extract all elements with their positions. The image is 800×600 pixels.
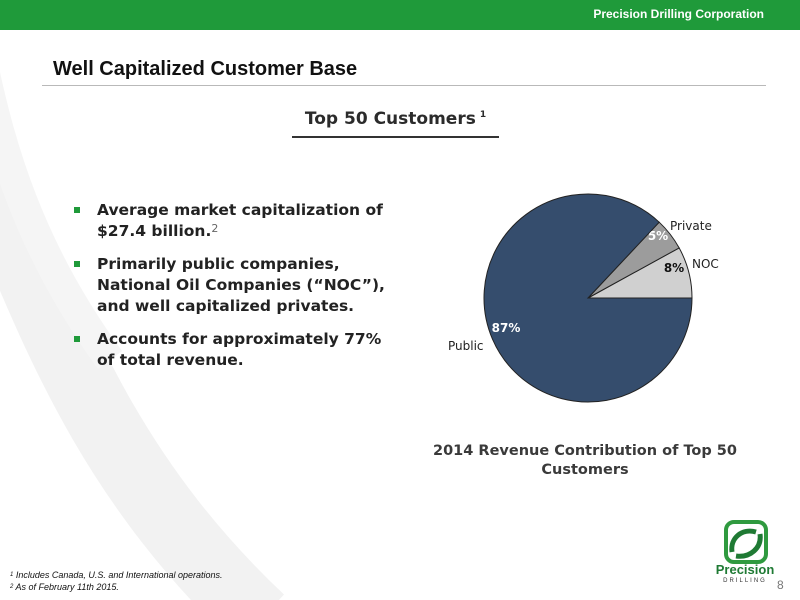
bullet-item: Average market capitalization of $27.4 b… (74, 200, 404, 242)
footnote-text: As of February 11th 2015. (15, 582, 119, 592)
pie-category-label-public: Public (448, 339, 484, 353)
chart-caption: 2014 Revenue Contribution of Top 50 Cust… (433, 443, 737, 478)
pie-category-label-private: Private (670, 219, 712, 233)
footnote-2: 2 As of February 11th 2015. (10, 581, 223, 593)
background-swoosh (0, 72, 285, 600)
pie-chart-svg: 8% NOC 5%Private 87% Public (448, 193, 719, 403)
footnotes: 1 Includes Canada, U.S. and Internationa… (10, 569, 223, 593)
logo-wordmark: Precision (715, 562, 775, 577)
footnote-marker: 2 (10, 584, 14, 590)
bullet-item: Primarily public companies, National Oil… (74, 254, 404, 317)
bullet-footnote-ref: 2 (211, 222, 219, 235)
footnote-text: Includes Canada, U.S. and International … (15, 570, 223, 580)
section-title-footnote-ref: 1 (479, 110, 487, 120)
pie-chart: 8% NOC 5% Private 87% Public (440, 190, 740, 410)
bullet-list: Average market capitalization of $27.4 b… (74, 200, 404, 383)
pie-slice-public (483, 193, 693, 403)
section-title-text: Top 50 Customers (304, 109, 476, 129)
bullet-square-icon (74, 261, 80, 267)
footnote-1: 1 Includes Canada, U.S. and Internationa… (10, 569, 223, 581)
title-divider (42, 85, 766, 86)
bullet-item: Accounts for approximately 77% of total … (74, 329, 404, 371)
page-title: Well Capitalized Customer Base (53, 58, 358, 80)
header-bar: Precision Drilling Corporation (0, 0, 800, 30)
pie-percent-label-private: 5% (648, 229, 668, 243)
bullet-text: Primarily public companies, National Oil… (97, 255, 385, 315)
bullet-text: Average market capitalization of $27.4 b… (97, 201, 383, 240)
logo-subtitle: DRILLING (723, 578, 767, 584)
page-number: 8 (777, 578, 784, 592)
section-title: Top 50 Customers 1 (292, 109, 499, 129)
bullet-square-icon (74, 336, 80, 342)
pie-percent-label-public: 87% (492, 321, 521, 335)
section-underline (292, 136, 499, 138)
bullet-square-icon (74, 207, 80, 213)
pie-category-label-noc: NOC (692, 257, 719, 271)
footnote-marker: 1 (10, 572, 14, 578)
company-name: Precision Drilling Corporation (593, 7, 764, 21)
precision-logo-icon (724, 520, 768, 564)
pie-percent-label-noc: 8% (664, 261, 684, 275)
bullet-text: Accounts for approximately 77% of total … (97, 330, 382, 369)
